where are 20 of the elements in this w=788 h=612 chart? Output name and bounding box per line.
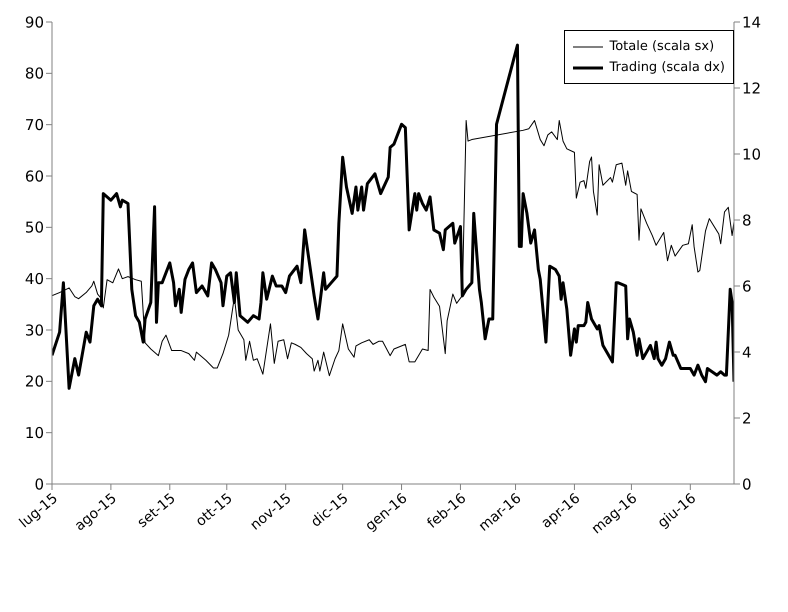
y-tick-label: 50 bbox=[24, 218, 44, 237]
legend-label: Trading (scala dx) bbox=[609, 60, 725, 75]
y-tick-label: 0 bbox=[34, 475, 44, 494]
y-tick-label: 10 bbox=[24, 424, 44, 442]
y2-tick-label: 2 bbox=[742, 409, 752, 428]
y2-tick-label: 10 bbox=[742, 145, 762, 164]
y-tick-label: 30 bbox=[24, 321, 44, 340]
y2-tick-label: 12 bbox=[742, 79, 762, 98]
legend-label: Totale (scala sx) bbox=[609, 39, 714, 54]
y2-tick-label: 0 bbox=[742, 475, 752, 494]
y2-tick-label: 8 bbox=[742, 211, 752, 230]
y-tick-label: 90 bbox=[24, 13, 44, 32]
y-tick-label: 40 bbox=[24, 270, 44, 288]
y2-tick-label: 4 bbox=[742, 343, 752, 362]
y-tick-label: 80 bbox=[24, 64, 44, 83]
y-tick-label: 60 bbox=[24, 167, 44, 186]
y2-tick-label: 6 bbox=[742, 277, 752, 296]
y-tick-label: 70 bbox=[24, 116, 44, 134]
y-tick-label: 20 bbox=[24, 372, 44, 391]
y2-tick-label: 14 bbox=[742, 13, 762, 32]
